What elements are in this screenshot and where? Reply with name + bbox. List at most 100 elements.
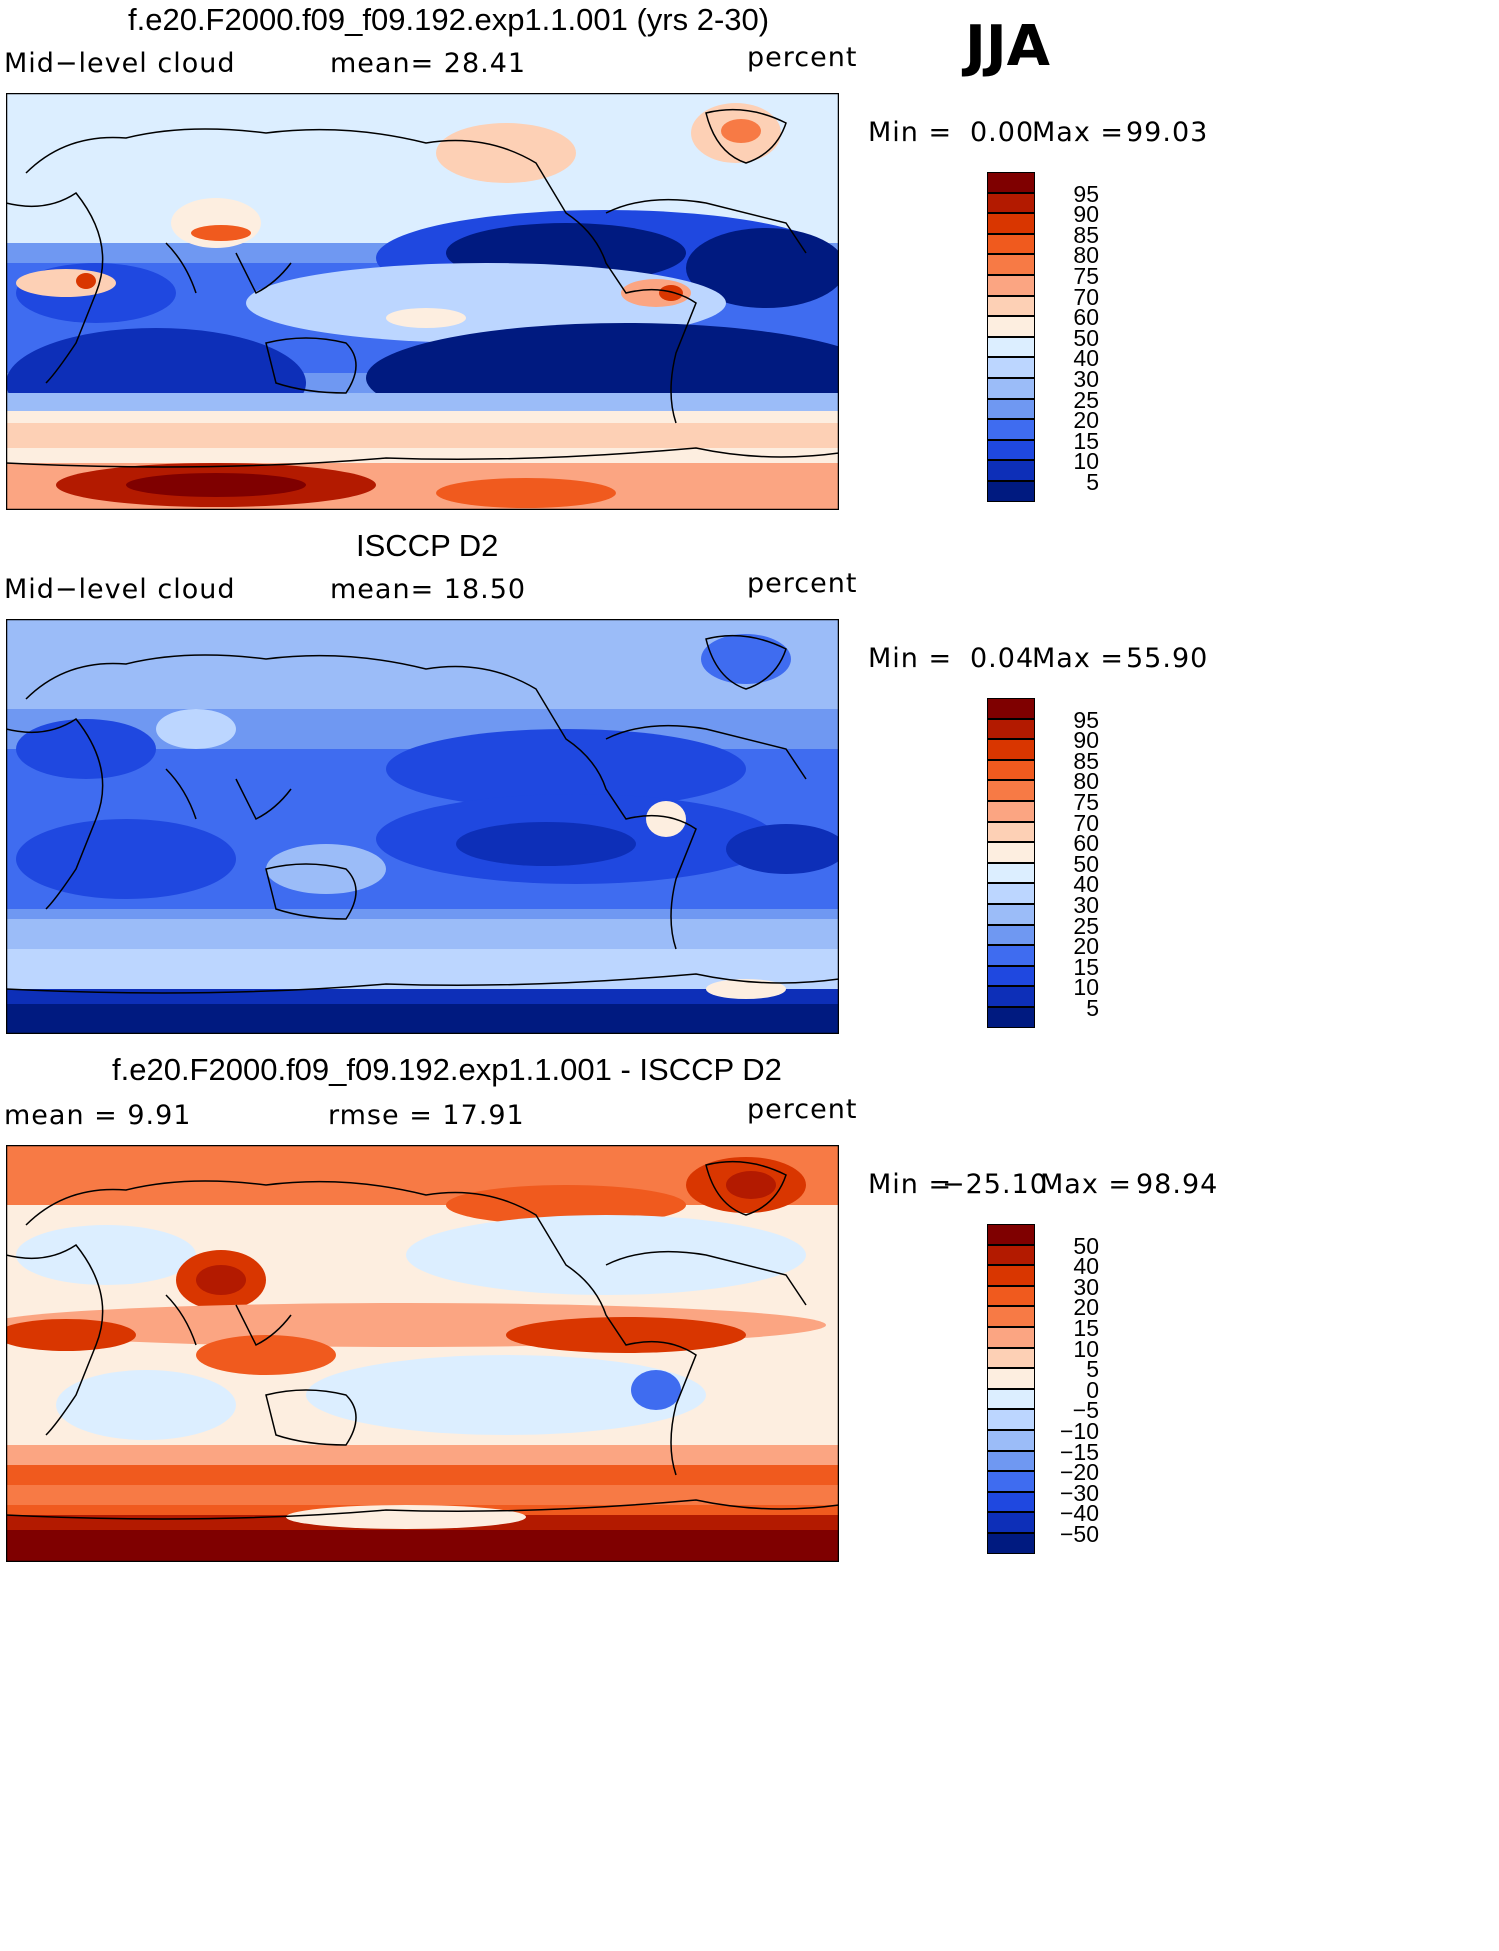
panel2-mean-label: mean= 18.50	[330, 574, 527, 605]
colorbar-label: 30	[1073, 892, 1099, 918]
colorbar-label: 90	[1073, 201, 1099, 228]
panel1-min-value: 0.00	[970, 117, 1035, 148]
colorbar-swatch	[987, 1533, 1035, 1554]
colorbar-swatch	[987, 904, 1035, 925]
colorbar-label: 0	[1086, 1376, 1099, 1403]
colorbar-label: 5	[1086, 1356, 1099, 1383]
colorbar-swatch	[987, 213, 1035, 234]
panel2-variable-label: Mid−level cloud	[4, 574, 236, 605]
panel1-min-label: Min =	[868, 117, 953, 148]
colorbar-label: 25	[1073, 912, 1099, 939]
colorbar-label: −30	[1059, 1479, 1099, 1506]
colorbar-label: 15	[1073, 1315, 1099, 1341]
colorbar-swatch	[987, 419, 1035, 440]
colorbar-swatch	[987, 1388, 1035, 1410]
panel3-map	[6, 1145, 839, 1562]
colorbar-label: 40	[1073, 1253, 1099, 1280]
colorbar-label: −40	[1059, 1500, 1099, 1527]
colorbar-label: 60	[1073, 830, 1099, 857]
colorbar-swatch	[987, 172, 1035, 193]
panel3-max-label: Max =	[1040, 1169, 1133, 1200]
panel2-units-label: percent	[747, 568, 858, 599]
colorbar-label: 85	[1073, 747, 1099, 774]
colorbar-swatch	[987, 398, 1035, 420]
colorbar-swatch	[987, 481, 1035, 502]
colorbar-label: 80	[1073, 242, 1099, 269]
colorbar-swatch	[987, 1491, 1035, 1513]
colorbar-swatch	[987, 233, 1035, 255]
colorbar-swatch	[987, 759, 1035, 781]
panel2-min-label: Min =	[868, 643, 953, 674]
colorbar-label: 95	[1073, 180, 1099, 207]
colorbar-swatch	[987, 1409, 1035, 1430]
panel2-title: ISCCP D2	[356, 528, 499, 563]
colorbar-swatch	[987, 460, 1035, 481]
colorbar-swatch	[987, 316, 1035, 337]
colorbar-swatch	[987, 718, 1035, 740]
colorbar-swatch	[987, 336, 1035, 358]
colorbar-swatch	[987, 1430, 1035, 1451]
colorbar-label: 40	[1073, 871, 1099, 898]
panel1-max-value: 99.03	[1126, 117, 1209, 148]
colorbar-swatch	[987, 698, 1035, 719]
panel1-title: f.e20.F2000.f09_f09.192.exp1.1.001 (yrs …	[128, 2, 770, 37]
colorbar-label: 20	[1073, 1294, 1099, 1321]
colorbar-label: 10	[1073, 974, 1099, 1001]
colorbar-label: −20	[1059, 1459, 1099, 1486]
colorbar-swatch	[987, 1244, 1035, 1266]
colorbar-label: 15	[1073, 953, 1099, 980]
colorbar-swatch	[987, 1306, 1035, 1327]
colorbar-label: 30	[1073, 366, 1099, 392]
colorbar-swatch	[987, 1512, 1035, 1533]
panel3-min-label: Min =	[868, 1169, 953, 1200]
colorbar-swatch	[987, 842, 1035, 863]
colorbar-swatch	[987, 1007, 1035, 1028]
colorbar-label: 50	[1073, 324, 1099, 351]
panel2-max-value: 55.90	[1126, 643, 1209, 674]
colorbar-swatch	[987, 1224, 1035, 1245]
colorbar-label: 90	[1073, 727, 1099, 754]
colorbar-swatch	[987, 1347, 1035, 1369]
colorbar-label: 5	[1086, 995, 1099, 1021]
panel1-variable-label: Mid−level cloud	[4, 48, 236, 79]
colorbar-swatch	[987, 1471, 1035, 1492]
colorbar-swatch	[987, 945, 1035, 966]
panel2-max-label: Max =	[1032, 643, 1125, 674]
panel1-map	[6, 93, 839, 510]
panel3-max-value: 98.94	[1136, 1169, 1219, 1200]
colorbar-label: 80	[1073, 768, 1099, 795]
colorbar-label: 75	[1073, 789, 1099, 815]
colorbar-label: 20	[1073, 407, 1099, 434]
colorbar-swatch	[987, 986, 1035, 1007]
panel1-colorbar: 95 90 85 80 75 70 60 50 40 30 25 20 15 10 5	[987, 172, 1115, 504]
panel1-mean-label: mean= 28.41	[330, 48, 527, 79]
panel3-colorbar: 50 40 30 20 15 10 5 0 −5 −10 −15 −20 −30 −40 −50	[987, 1224, 1115, 1556]
colorbar-label: −5	[1072, 1397, 1099, 1424]
colorbar-swatch	[987, 801, 1035, 822]
colorbar-swatch	[987, 1285, 1035, 1307]
colorbar-swatch	[987, 254, 1035, 275]
colorbar-swatch	[987, 275, 1035, 296]
colorbar-label: 20	[1073, 933, 1099, 960]
colorbar-label: 50	[1073, 850, 1099, 877]
colorbar-label: 10	[1073, 1335, 1099, 1362]
panel3-title: f.e20.F2000.f09_f09.192.exp1.1.001 - ISC…	[112, 1052, 782, 1087]
panel3-units-label: percent	[747, 1094, 858, 1125]
colorbar-swatch	[987, 862, 1035, 884]
colorbar-label: −15	[1059, 1438, 1099, 1465]
colorbar-swatch	[987, 924, 1035, 946]
colorbar-swatch	[987, 192, 1035, 214]
colorbar-label: 50	[1073, 1232, 1099, 1259]
colorbar-label: 15	[1073, 427, 1099, 454]
colorbar-swatch	[987, 1265, 1035, 1286]
panel1-units-label: percent	[747, 42, 858, 73]
colorbar-swatch	[987, 883, 1035, 904]
colorbar-label: 60	[1073, 304, 1099, 331]
colorbar-label: 40	[1073, 345, 1099, 372]
colorbar-label: −50	[1059, 1521, 1099, 1547]
colorbar-swatch	[987, 739, 1035, 760]
panel3-rmse-label: rmse = 17.91	[328, 1100, 525, 1131]
colorbar-swatch	[987, 1327, 1035, 1348]
colorbar-label: 85	[1073, 221, 1099, 248]
panel3-mean-label: mean = 9.91	[4, 1100, 192, 1131]
